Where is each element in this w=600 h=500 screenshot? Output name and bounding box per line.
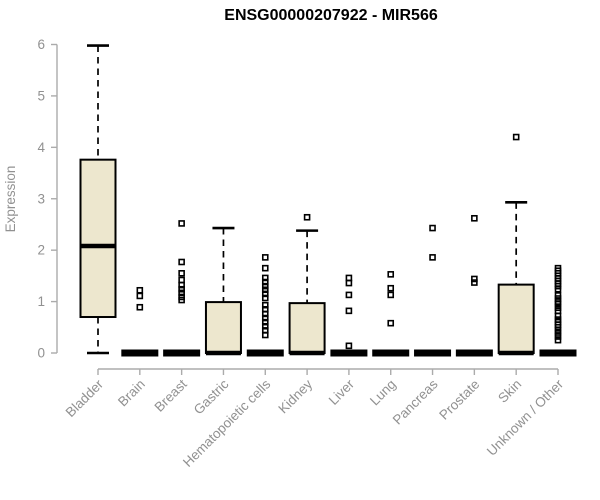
x-tick-label-kidney: Kidney — [275, 376, 315, 416]
y-tick-label-5: 5 — [37, 88, 45, 103]
x-tick-label-pancreas: Pancreas — [390, 376, 441, 427]
chart-title: ENSG00000207922 - MIR566 — [224, 7, 438, 24]
outlier-hematopoietic-cells-7 — [261, 301, 269, 309]
x-tick-label-bladder: Bladder — [63, 376, 107, 420]
y-tick-label-6: 6 — [37, 37, 45, 52]
outlier-unknown-other-23 — [554, 264, 562, 272]
outlier-pancreas-0 — [429, 254, 436, 261]
flat-box-prostate — [455, 349, 493, 357]
boxplot-prostate — [455, 214, 493, 357]
boxplot-bladder — [79, 44, 117, 355]
outlier-lung-0 — [387, 319, 395, 327]
outlier-hematopoietic-cells-6 — [261, 305, 269, 313]
outlier-hematopoietic-cells-10 — [261, 286, 269, 294]
outlier-skin-0 — [512, 133, 520, 141]
box-gastric — [204, 301, 242, 355]
outlier-hematopoietic-cells-4 — [261, 314, 269, 322]
outlier-liver-2 — [345, 291, 353, 299]
outlier-liver-3 — [345, 279, 353, 287]
flat-box-lung — [372, 349, 410, 357]
y-tick-label-1: 1 — [37, 294, 45, 309]
outlier-breast-7 — [178, 258, 185, 266]
x-tick-label-prostate: Prostate — [436, 377, 482, 423]
box-kidney — [288, 302, 326, 354]
boxplot-unknown-other — [539, 264, 577, 357]
boxplot-pancreas — [414, 224, 452, 357]
boxplot-liver — [330, 274, 368, 357]
x-tick-label-unknown-other: Unknown / Other — [484, 376, 567, 459]
outlier-breast-3 — [178, 285, 185, 293]
outlier-hematopoietic-cells-9 — [261, 290, 269, 298]
outlier-lung-3 — [387, 271, 395, 278]
outlier-brain-2 — [136, 286, 144, 294]
box-skin — [497, 283, 535, 355]
flat-box-unknown-other — [539, 349, 577, 357]
outlier-unknown-other-14 — [554, 292, 562, 299]
y-tick-label-3: 3 — [37, 191, 45, 206]
boxplot-lung — [372, 271, 410, 357]
outlier-lung-1 — [387, 291, 395, 299]
y-tick-label-0: 0 — [37, 346, 45, 361]
outlier-hematopoietic-cells-12 — [261, 278, 269, 286]
outlier-brain-0 — [136, 303, 144, 311]
flat-box-brain — [121, 349, 159, 357]
outlier-hematopoietic-cells-13 — [261, 274, 269, 282]
flat-box-hematopoietic-cells — [246, 349, 284, 357]
x-tick-label-breast: Breast — [152, 376, 190, 414]
outlier-lung-2 — [387, 284, 395, 292]
outlier-unknown-other-10 — [554, 304, 562, 312]
outlier-unknown-other-0 — [554, 336, 562, 344]
outlier-unknown-other-7 — [554, 316, 562, 323]
outlier-prostate-2 — [471, 214, 478, 222]
y-tick-label-4: 4 — [37, 140, 45, 155]
outlier-hematopoietic-cells-2 — [261, 322, 269, 330]
boxplot-breast — [163, 220, 201, 357]
outlier-hematopoietic-cells-11 — [261, 282, 269, 290]
outlier-hematopoietic-cells-14 — [261, 264, 269, 272]
outlier-hematopoietic-cells-15 — [261, 254, 269, 261]
outlier-breast-8 — [178, 220, 185, 227]
outlier-brain-1 — [136, 292, 144, 300]
outlier-breast-1 — [178, 293, 185, 301]
x-tick-label-skin: Skin — [495, 377, 524, 406]
outlier-hematopoietic-cells-8 — [261, 294, 269, 302]
flat-box-pancreas — [414, 349, 452, 357]
outlier-prostate-0 — [471, 279, 478, 286]
boxplot-hematopoietic-cells — [246, 254, 284, 357]
boxplot-skin — [497, 133, 535, 356]
outlier-breast-2 — [178, 289, 185, 297]
y-tick-label-2: 2 — [37, 243, 45, 258]
box-bladder — [79, 158, 117, 319]
flat-box-liver — [330, 349, 368, 357]
outlier-kidney-0 — [303, 213, 311, 221]
box-layer — [79, 44, 577, 357]
outlier-liver-1 — [345, 307, 353, 315]
outlier-liver-0 — [345, 342, 353, 350]
outlier-breast-4 — [178, 281, 185, 289]
boxplot-kidney — [288, 213, 326, 356]
boxplot-gastric — [204, 226, 242, 356]
outlier-breast-5 — [178, 276, 185, 284]
boxplot-brain — [121, 286, 159, 357]
outlier-breast-6 — [178, 270, 185, 277]
x-tick-label-lung: Lung — [367, 377, 399, 409]
outlier-unknown-other-8 — [554, 312, 562, 320]
outlier-hematopoietic-cells-3 — [261, 318, 269, 326]
y-axis: 0 1 2 3 4 5 6 — [37, 37, 58, 361]
outlier-hematopoietic-cells-1 — [261, 327, 269, 334]
flat-box-breast — [163, 349, 201, 357]
outlier-liver-4 — [345, 274, 353, 282]
x-tick-label-gastric: Gastric — [191, 376, 232, 417]
outlier-prostate-1 — [471, 275, 478, 283]
y-axis-label: Expression — [3, 166, 18, 233]
x-tick-label-liver: Liver — [326, 376, 358, 408]
outlier-pancreas-1 — [429, 224, 436, 232]
x-tick-label-brain: Brain — [115, 377, 148, 410]
